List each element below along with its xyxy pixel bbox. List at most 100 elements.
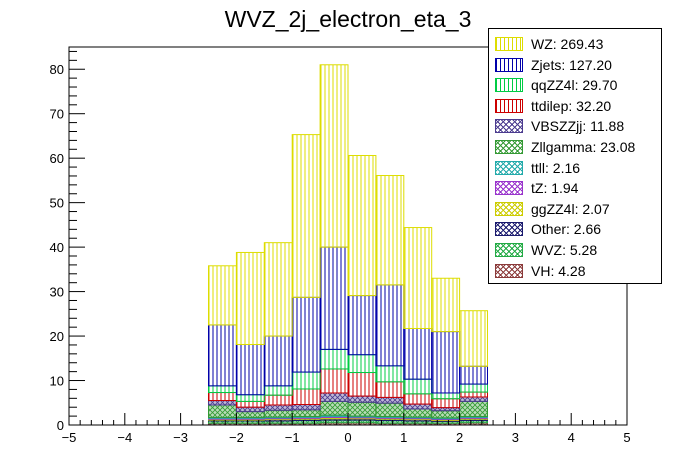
legend-label: ttll: 2.16	[531, 159, 581, 176]
y-tick-label: 0	[57, 418, 64, 433]
x-tick-label: −2	[229, 430, 244, 445]
bar-zllgamma-bin-8	[431, 410, 461, 419]
bar-ttdilep-bin-1	[235, 400, 265, 408]
legend-item-vh: VH: 4.28	[495, 262, 585, 280]
bar-zjets-bin-8	[431, 331, 461, 394]
x-tick-label: −5	[62, 430, 77, 445]
bar-zllgamma-bin-3	[291, 409, 321, 418]
y-tick-label: 60	[50, 151, 64, 166]
bar-vbszzjj-bin-1	[235, 406, 265, 413]
legend-label: qqZZ4l: 29.70	[531, 77, 618, 94]
bar-ttdilep-bin-6	[375, 381, 405, 398]
legend-label: Zjets: 127.20	[531, 56, 612, 73]
bar-zjets-bin-6	[375, 284, 405, 367]
legend-swatch	[495, 222, 523, 237]
legend-swatch	[495, 119, 523, 134]
bar-qqzz4l-bin-4	[319, 348, 349, 370]
bar-zllgamma-bin-5	[347, 401, 377, 417]
legend-swatch	[495, 57, 523, 72]
x-tick-label: 5	[623, 430, 630, 445]
x-tick-label: 0	[344, 430, 351, 445]
legend-item-ttdilep: ttdilep: 32.20	[495, 97, 611, 115]
bar-ttdilep-bin-2	[263, 394, 293, 406]
bar-zllgamma-bin-7	[403, 408, 433, 418]
bar-wz-bin-8	[431, 277, 461, 333]
legend-item-ggzz4l: ggZZ4l: 2.07	[495, 200, 610, 218]
bar-zllgamma-bin-4	[319, 400, 349, 416]
y-tick-label: 30	[50, 285, 64, 300]
legend-label: tZ: 1.94	[531, 180, 579, 197]
bar-ttdilep-bin-4	[319, 368, 349, 394]
legend-swatch	[495, 98, 523, 113]
bar-qqzz4l-bin-9	[459, 383, 489, 393]
legend-item-ttll: ttll: 2.16	[495, 159, 580, 177]
bar-wz-bin-0	[208, 265, 237, 326]
y-tick-label: 50	[50, 196, 64, 211]
y-tick-label: 20	[50, 329, 64, 344]
chart-title: WVZ_2j_electron_eta_3	[224, 6, 472, 32]
bar-zjets-bin-0	[208, 324, 237, 387]
bar-ttdilep-bin-8	[431, 398, 461, 409]
bar-zjets-bin-1	[235, 344, 265, 396]
bar-zllgamma-bin-0	[208, 404, 237, 418]
legend-item-zjets: Zjets: 127.20	[495, 56, 612, 74]
bar-qqzz4l-bin-7	[403, 378, 433, 395]
bar-vbszzjj-bin-4	[319, 392, 349, 402]
stacked-bars	[208, 64, 489, 426]
bar-qqzz4l-bin-2	[263, 385, 293, 396]
bar-vbszzjj-bin-7	[403, 403, 433, 410]
bar-ttdilep-bin-5	[347, 372, 377, 397]
bar-ttdilep-bin-3	[291, 388, 321, 406]
legend-label: Zllgamma: 23.08	[531, 139, 636, 155]
bar-qqzz4l-bin-1	[235, 394, 265, 402]
bar-zjets-bin-3	[291, 296, 321, 373]
bar-ttdilep-bin-9	[459, 391, 489, 398]
bar-wz-bin-6	[375, 175, 405, 286]
x-tick-label: 4	[568, 430, 575, 445]
y-tick-label: 40	[50, 240, 64, 255]
legend-swatch	[495, 243, 523, 257]
bar-zllgamma-bin-6	[375, 402, 405, 418]
bar-zllgamma-bin-9	[459, 400, 489, 418]
bar-vbszzjj-bin-9	[459, 396, 489, 402]
y-tick-label: 80	[50, 62, 64, 77]
legend-item-wvz: WVZ: 5.28	[495, 241, 597, 259]
bar-ttdilep-bin-0	[208, 392, 237, 402]
x-tick-label: −3	[173, 430, 188, 445]
x-tick-label: −4	[117, 430, 132, 445]
bar-wz-bin-3	[291, 134, 321, 298]
legend-label: ttdilep: 32.20	[531, 97, 612, 114]
x-tick-label: 1	[400, 430, 407, 445]
x-tick-label: −1	[285, 430, 300, 445]
legend-label: WZ: 269.43	[531, 36, 604, 52]
bar-zjets-bin-7	[403, 327, 433, 380]
legend-swatch	[495, 78, 523, 93]
legend-swatch	[495, 263, 523, 278]
bar-ttdilep-bin-7	[403, 393, 433, 405]
bar-qqzz4l-bin-0	[208, 385, 237, 394]
bar-qqzz4l-bin-5	[347, 354, 377, 374]
legend-label: VBSZZjj: 11.88	[531, 118, 625, 135]
bar-zjets-bin-4	[319, 246, 349, 350]
bar-qqzz4l-bin-8	[431, 392, 461, 400]
legend-item-tz: tZ: 1.94	[495, 179, 578, 197]
legend-swatch	[495, 181, 523, 196]
series-zjets	[208, 246, 489, 396]
legend-item-zllgamma: Zllgamma: 23.08	[495, 138, 635, 156]
bar-wz-bin-7	[403, 227, 433, 329]
bar-vbszzjj-bin-3	[291, 404, 321, 411]
bar-vbszzjj-bin-2	[263, 404, 293, 411]
bar-zllgamma-bin-1	[235, 411, 265, 418]
y-tick-label: 70	[50, 107, 64, 122]
bar-vbszzjj-bin-5	[347, 395, 377, 403]
legend-label: Other: 2.66	[531, 221, 602, 238]
bar-qqzz4l-bin-6	[375, 365, 405, 383]
legend-item-wz: WZ: 269.43	[495, 35, 603, 53]
legend-item-vbszzjj: VBSZZjj: 11.88	[495, 117, 624, 135]
series-wz	[208, 64, 489, 367]
legend-item-qqzz4l: qqZZ4l: 29.70	[495, 76, 617, 94]
legend-swatch	[495, 201, 523, 216]
bar-zjets-bin-5	[347, 295, 377, 356]
